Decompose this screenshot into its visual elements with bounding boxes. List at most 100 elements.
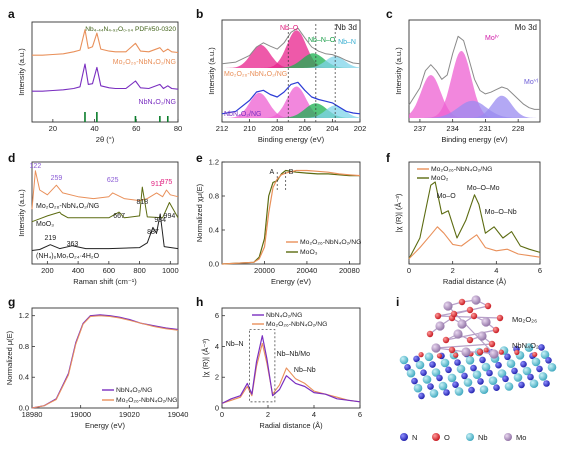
x-axis-label: 2θ (°)	[96, 135, 115, 144]
x-tick-label: 0	[407, 266, 411, 275]
o-atom	[488, 340, 496, 348]
n-atom	[538, 344, 545, 351]
legend-label: MoO₂	[431, 175, 449, 182]
nb-atom	[438, 381, 448, 391]
n-atom	[420, 369, 427, 377]
nb-atom	[506, 359, 516, 369]
annotation: Moᴵⱽ	[485, 34, 499, 42]
legend-label: NbN₄O₂/NG	[116, 387, 152, 394]
mo-oxide-cluster	[426, 295, 504, 359]
y-axis-label: Normalized μ(E)	[5, 330, 14, 385]
nb-atom	[497, 369, 507, 378]
mo-atom	[435, 321, 445, 331]
y-tick-label: 1.2	[19, 311, 29, 320]
o-atom	[466, 306, 474, 314]
x-tick-label: 212	[216, 124, 229, 133]
x-axis-label: Raman shift (cm⁻¹)	[73, 277, 137, 286]
n-atom	[518, 381, 525, 389]
x-tick-label: 18980	[22, 410, 43, 419]
x-tick-label: 19000	[70, 410, 91, 419]
nb-atom	[538, 372, 548, 381]
x-tick-label: 6	[358, 410, 362, 419]
panel-label-i: i	[396, 295, 399, 309]
y-tick-label: 0.0	[209, 260, 219, 269]
series-label: (NH₄)₆Mo₇O₂₄·4H₂O	[36, 253, 100, 260]
n-atom	[413, 355, 420, 363]
y-tick-label: 4	[215, 342, 219, 351]
o-atom	[418, 351, 424, 358]
n-atom	[452, 381, 459, 389]
o-atom	[470, 312, 478, 320]
peak-label: 994	[164, 213, 176, 220]
marker-label: B	[289, 169, 294, 176]
annotation: Nb–Nb/Mo	[277, 351, 311, 358]
nb-atom	[447, 373, 457, 383]
nb-atom	[488, 376, 498, 386]
plot-frame	[221, 161, 361, 265]
mo-atom	[461, 347, 471, 357]
n-atom	[470, 364, 477, 372]
peak-label: 911	[151, 181, 162, 188]
xps-envelope	[408, 35, 540, 110]
legend-atom-swatch	[504, 433, 512, 441]
xanes-line-0	[221, 169, 361, 265]
x-tick-label: 208	[271, 124, 284, 133]
panel-label-f: f	[386, 151, 391, 165]
series-label: MoO₃	[36, 221, 54, 228]
legend-label: MoO₃	[300, 249, 318, 256]
nb-atom	[529, 379, 539, 389]
xanes-line-1	[31, 315, 179, 409]
n-atom	[443, 389, 450, 396]
n-atom	[461, 372, 468, 380]
x-tick-label: 20000	[254, 266, 275, 275]
o-atom	[492, 326, 500, 334]
y-axis-label: Intensity (a.u.)	[17, 189, 26, 237]
exafs-line-0	[408, 226, 541, 260]
x-tick-label: 4	[494, 266, 498, 275]
n-atom	[479, 356, 486, 364]
legend-label: Mo₂O₂₆-NbN₄O₂/NG	[116, 397, 177, 404]
n-atom	[454, 359, 461, 366]
x-tick-label: 20	[49, 124, 57, 133]
bond	[437, 315, 501, 319]
component-nb-n	[222, 56, 360, 68]
x-tick-label: 800	[133, 266, 146, 275]
y-tick-label: 0.8	[19, 342, 29, 351]
o-atom	[476, 348, 484, 356]
peak-label: 122	[30, 163, 42, 170]
nb-atom	[524, 343, 534, 352]
mo-atom	[471, 295, 481, 305]
annotation: Moⱽᴵ	[524, 78, 538, 86]
y-tick-label: 0.8	[209, 192, 219, 201]
annotation: Nb–Nb	[294, 367, 316, 374]
panel-h: 0 2 4 6 0 2 4 6 Radial distance (Å) |χ (R)| (Å⁻³)…	[201, 307, 362, 430]
o-atom	[434, 312, 442, 320]
y-tick-label: 6	[215, 311, 219, 320]
legend-label: O	[444, 433, 450, 442]
nb-atom	[440, 358, 450, 368]
y-tick-label: 2	[215, 373, 219, 382]
panel-label-a: a	[8, 7, 15, 21]
component-mo-vi	[409, 100, 539, 118]
panel-label-h: h	[196, 295, 203, 309]
n-atom	[427, 383, 434, 390]
plot-frame	[31, 307, 179, 409]
x-axis-label: Energy (eV)	[85, 421, 126, 430]
panel-d: 200 400 600 800 1000 Raman shift (cm⁻¹) Intens…	[17, 161, 179, 286]
y-axis-label: Intensity (a.u.)	[394, 47, 403, 95]
x-axis-label: Binding energy (eV)	[441, 135, 508, 144]
x-tick-label: 400	[72, 266, 85, 275]
peak-label: 887	[147, 229, 159, 236]
x-tick-label: 1000	[162, 266, 179, 275]
o-atom	[436, 353, 443, 359]
x-axis-label: Binding energy (eV)	[258, 135, 325, 144]
nb-atom	[504, 382, 514, 391]
highlight-box	[249, 329, 276, 403]
plot-frame	[221, 307, 361, 409]
x-axis-label: Energy (eV)	[271, 277, 312, 286]
plot-frame	[31, 161, 179, 265]
peak-label: 667	[113, 213, 125, 220]
n-atom	[477, 378, 484, 385]
mo-atom	[489, 349, 499, 359]
panel-label-g: g	[8, 295, 15, 309]
